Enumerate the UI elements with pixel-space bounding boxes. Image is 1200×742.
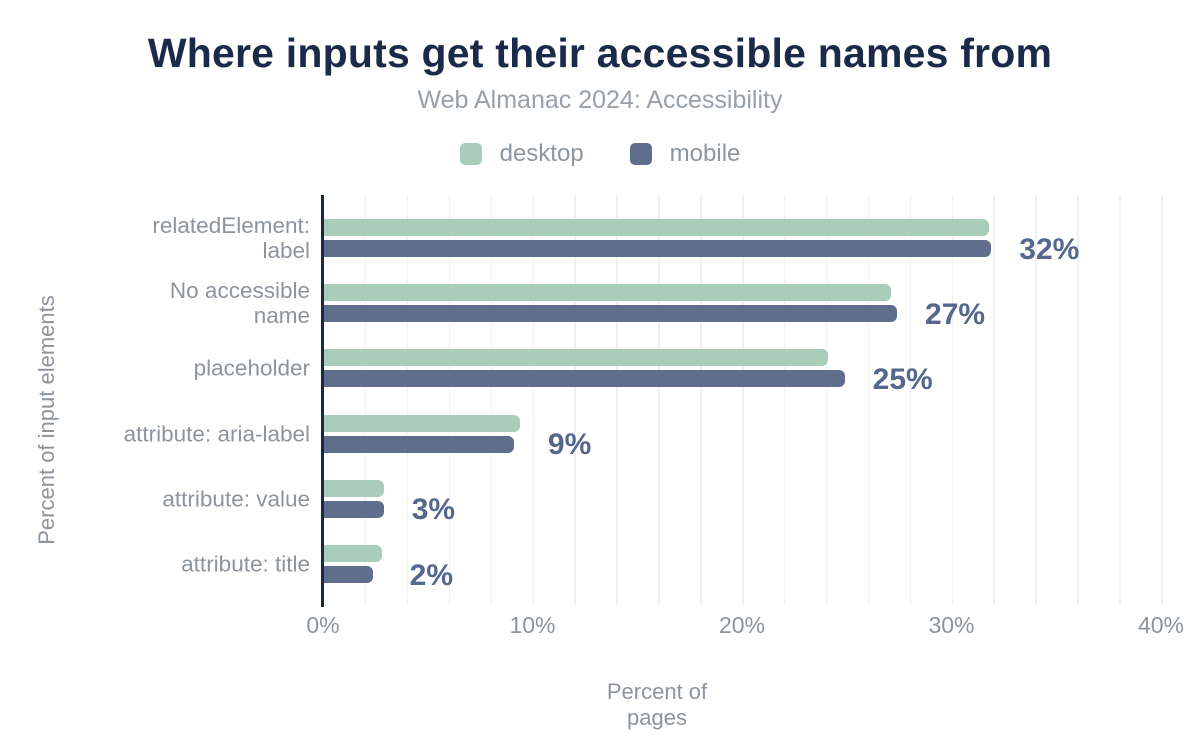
gridline xyxy=(364,195,367,605)
gridline xyxy=(574,195,576,605)
value-label: 32% xyxy=(1019,232,1080,266)
gridline xyxy=(1077,195,1079,605)
x-tick-label: 10% xyxy=(509,612,556,638)
legend-item-mobile[interactable]: mobile xyxy=(629,140,741,168)
bar-mobile[interactable] xyxy=(323,305,898,323)
value-label: 25% xyxy=(872,362,933,396)
category-label: attribute: title xyxy=(181,551,310,577)
gridline xyxy=(658,195,660,605)
gridline xyxy=(532,195,534,605)
bar-desktop[interactable] xyxy=(323,479,384,497)
bar-mobile[interactable] xyxy=(323,566,374,583)
category-label: attribute: value xyxy=(162,486,310,512)
category-label: attribute: aria-label xyxy=(123,421,310,447)
x-tick-label: 30% xyxy=(928,612,975,638)
gridline xyxy=(825,195,828,605)
value-label: 27% xyxy=(925,297,986,331)
x-tick-label: 40% xyxy=(1137,612,1185,638)
bar-desktop[interactable] xyxy=(323,414,520,432)
bar-mobile[interactable] xyxy=(323,500,384,518)
bar-mobile[interactable] xyxy=(323,370,845,388)
gridline xyxy=(742,195,744,605)
gridline xyxy=(490,195,493,605)
category-label: placeholder xyxy=(193,355,310,381)
value-label: 9% xyxy=(547,428,592,462)
x-axis-title: Percent of pages xyxy=(606,679,708,730)
gridline xyxy=(909,195,912,605)
legend: desktop mobile xyxy=(0,140,1200,168)
legend-label-mobile: mobile xyxy=(669,140,741,167)
gridline xyxy=(1161,195,1163,605)
gridline xyxy=(951,195,953,605)
value-label: 2% xyxy=(409,558,454,592)
bar-desktop[interactable] xyxy=(323,219,990,236)
gridline xyxy=(406,195,409,605)
mobile-swatch-icon xyxy=(629,143,652,165)
gridline xyxy=(993,195,995,605)
bar-mobile[interactable] xyxy=(323,240,992,257)
gridline xyxy=(867,195,870,605)
x-tick-label: 20% xyxy=(718,612,766,638)
desktop-swatch-icon xyxy=(459,143,482,165)
bar-desktop[interactable] xyxy=(323,284,891,302)
bar-desktop[interactable] xyxy=(323,349,828,367)
x-tick-label: 0% xyxy=(306,612,340,638)
category-label: relatedElement: label xyxy=(152,213,310,263)
legend-item-desktop[interactable]: desktop xyxy=(459,140,584,168)
legend-label-desktop: desktop xyxy=(499,140,584,167)
y-axis-line xyxy=(321,195,324,607)
bar-mobile[interactable] xyxy=(323,435,514,453)
gridline xyxy=(616,195,618,605)
gridline xyxy=(783,195,786,605)
chart-title: Where inputs get their accessible names … xyxy=(147,30,1053,76)
category-label: No accessible name xyxy=(169,278,310,329)
gridline xyxy=(1035,195,1037,605)
gridline xyxy=(448,195,451,605)
gridline xyxy=(700,195,702,605)
value-label: 3% xyxy=(411,493,456,527)
bar-desktop[interactable] xyxy=(323,545,382,562)
chart-subtitle: Web Almanac 2024: Accessibility xyxy=(417,86,783,114)
gridline xyxy=(1119,195,1121,605)
